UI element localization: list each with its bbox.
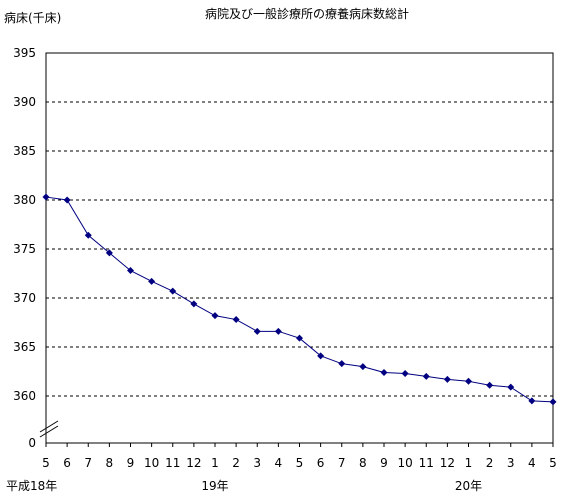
axis-break-mark	[39, 420, 59, 433]
x-tick-label: 9	[127, 456, 135, 470]
x-tick-label: 11	[165, 456, 180, 470]
data-point	[190, 300, 198, 308]
plot-border	[45, 52, 554, 444]
data-point	[148, 277, 156, 285]
x-tick-label: 12	[440, 456, 455, 470]
x-tick-label: 8	[359, 456, 367, 470]
data-point	[549, 398, 557, 406]
data-point	[42, 193, 50, 201]
data-point	[338, 360, 346, 368]
data-point	[380, 368, 388, 376]
data-point	[127, 267, 134, 275]
x-tick-label: 3	[253, 456, 261, 470]
y-axis-label: 病床(千床)	[4, 10, 61, 25]
y-tick-label: 360	[13, 389, 36, 403]
x-tick-label: 5	[549, 456, 557, 470]
y-tick-label: 395	[13, 46, 36, 60]
data-point	[507, 383, 515, 391]
axis-break-mark	[39, 425, 59, 438]
y-tick-label: 380	[13, 193, 36, 207]
year-label: 平成18年	[6, 479, 57, 493]
y-tick-label: 365	[13, 340, 36, 354]
y-tick-label: 385	[13, 144, 36, 158]
x-tick-label: 5	[42, 456, 50, 470]
x-tick-label: 9	[380, 456, 388, 470]
x-tick-label: 5	[296, 456, 304, 470]
data-point	[401, 369, 409, 377]
data-point	[211, 312, 219, 320]
x-tick-label: 7	[84, 456, 92, 470]
data-point	[169, 287, 177, 295]
data-point	[84, 231, 92, 239]
data-point	[422, 372, 430, 380]
x-tick-label: 7	[338, 456, 346, 470]
x-tick-label: 3	[507, 456, 515, 470]
data-point	[105, 249, 113, 257]
x-tick-label: 10	[144, 456, 159, 470]
x-tick-label: 2	[232, 456, 240, 470]
data-point	[296, 334, 303, 342]
x-tick-label: 11	[419, 456, 434, 470]
y-tick-label: 0	[28, 436, 36, 450]
data-point	[253, 327, 261, 335]
x-tick-label: 2	[486, 456, 494, 470]
x-tick-label: 10	[397, 456, 412, 470]
chart-title: 病院及び一般診療所の療養病床数総計	[205, 6, 409, 21]
y-tick-label: 390	[13, 95, 36, 109]
y-tick-label: 370	[13, 291, 36, 305]
year-label: 19年	[201, 479, 228, 493]
data-point	[443, 375, 451, 383]
x-tick-label: 1	[211, 456, 219, 470]
x-tick-label: 4	[528, 456, 536, 470]
x-tick-label: 12	[186, 456, 201, 470]
data-point	[359, 363, 367, 371]
x-tick-label: 4	[275, 456, 283, 470]
x-tick-label: 6	[63, 456, 71, 470]
x-tick-label: 8	[106, 456, 114, 470]
data-point	[63, 196, 71, 204]
data-point	[486, 381, 494, 389]
series-line	[45, 196, 554, 403]
data-point	[274, 327, 282, 335]
x-tick-label: 1	[465, 456, 473, 470]
year-label: 20年	[455, 479, 482, 493]
data-point	[232, 316, 240, 324]
data-point	[528, 397, 536, 405]
data-point	[317, 352, 325, 360]
y-tick-label: 375	[13, 242, 36, 256]
data-point	[465, 377, 472, 385]
x-tick-label: 6	[317, 456, 325, 470]
